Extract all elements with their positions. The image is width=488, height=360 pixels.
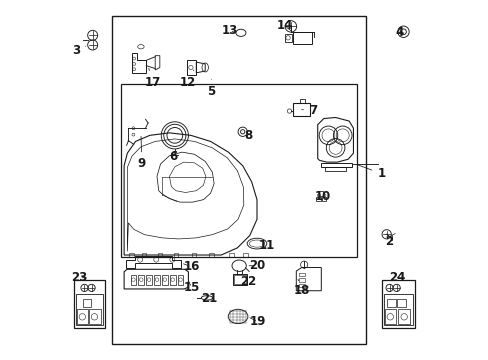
- Text: 13: 13: [221, 24, 237, 37]
- Text: 14: 14: [276, 19, 292, 32]
- Text: 12: 12: [180, 70, 196, 89]
- Text: 16: 16: [183, 260, 200, 273]
- Text: 10: 10: [314, 190, 330, 203]
- Text: 2: 2: [385, 235, 392, 248]
- Text: 24: 24: [388, 271, 405, 284]
- Text: 3: 3: [72, 44, 85, 57]
- Text: 9: 9: [138, 136, 146, 170]
- Text: 19: 19: [249, 315, 266, 328]
- Text: 22: 22: [240, 275, 256, 288]
- Text: 17: 17: [144, 68, 161, 89]
- Text: 6: 6: [169, 150, 178, 163]
- Text: 1: 1: [357, 165, 385, 180]
- Text: 15: 15: [183, 282, 200, 294]
- Text: 11: 11: [258, 239, 274, 252]
- Text: 5: 5: [207, 79, 215, 98]
- Text: 23: 23: [71, 271, 87, 284]
- Text: 4: 4: [395, 26, 403, 39]
- Text: 21: 21: [201, 292, 217, 305]
- Text: 20: 20: [248, 259, 264, 272]
- Text: 7: 7: [301, 104, 317, 117]
- Text: 8: 8: [244, 129, 252, 142]
- Text: 18: 18: [294, 279, 310, 297]
